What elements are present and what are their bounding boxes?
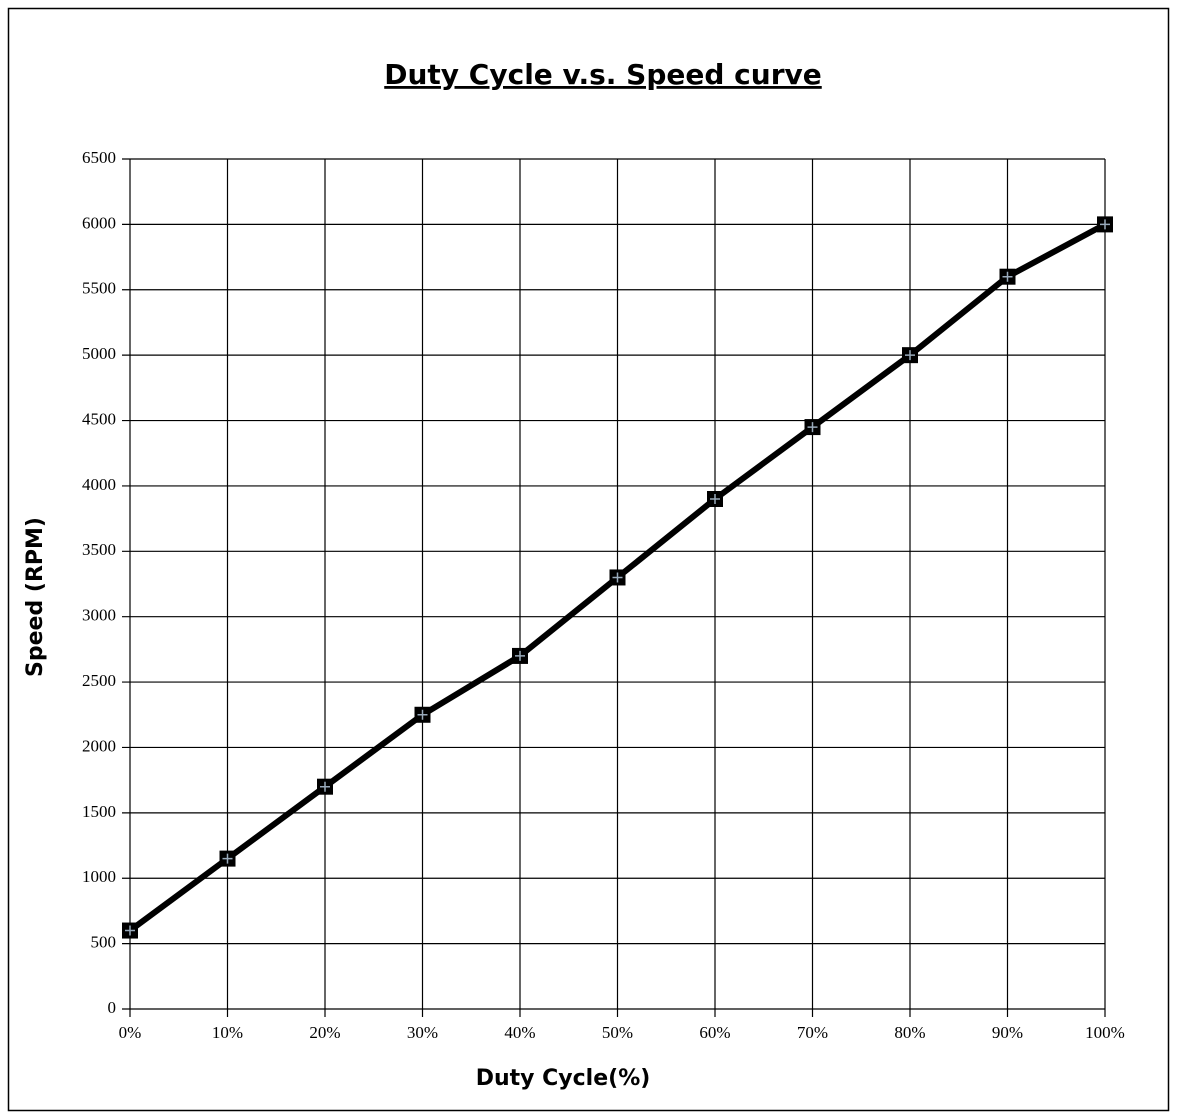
y-tick-label: 500 [91, 933, 117, 952]
marker-cross [807, 422, 818, 433]
y-tick-label: 5000 [82, 344, 116, 363]
marker-cross [320, 781, 330, 792]
marker-cross [515, 650, 525, 661]
x-tick-label: 100% [1085, 1023, 1125, 1042]
y-tick-label: 0 [108, 998, 117, 1017]
x-axis-label: Duty Cycle(%) [476, 1066, 651, 1091]
marker-cross [612, 572, 623, 583]
frame [7, 7, 1170, 1112]
x-tick-label: 40% [504, 1023, 535, 1042]
y-tick-label: 2000 [82, 736, 116, 755]
x-tick-label: 20% [309, 1023, 340, 1042]
y-tick-label: 2500 [82, 671, 116, 690]
y-axis-label: Speed (RPM) [23, 517, 48, 677]
marker-cross [1100, 219, 1110, 230]
x-tick-label: 50% [602, 1023, 633, 1042]
x-tick-label: 60% [699, 1023, 730, 1042]
x-tick-label: 0% [119, 1023, 142, 1042]
marker-cross [1002, 271, 1013, 282]
x-tick-label: 70% [797, 1023, 828, 1042]
y-tick-label: 3000 [82, 606, 116, 625]
x-tick-label: 10% [212, 1023, 243, 1042]
marker-cross [710, 494, 720, 504]
marker-cross [417, 709, 428, 720]
y-tick-label: 3500 [82, 540, 116, 559]
y-tick-label: 1500 [82, 802, 116, 821]
chart-title: Duty Cycle v.s. Speed curve [384, 58, 822, 91]
y-tick-label: 1000 [82, 867, 116, 886]
x-tick-label: 30% [407, 1023, 438, 1042]
y-tick-label: 6500 [82, 148, 116, 167]
y-tick-label: 4000 [82, 475, 116, 494]
y-tick-label: 5500 [82, 279, 116, 298]
y-tick-label: 6000 [82, 213, 116, 232]
x-tick-label: 80% [894, 1023, 925, 1042]
marker-cross [222, 853, 233, 864]
marker-cross [125, 925, 135, 936]
y-tick-label: 4500 [82, 409, 116, 428]
marker-cross [905, 350, 915, 361]
x-tick-label: 90% [992, 1023, 1023, 1042]
